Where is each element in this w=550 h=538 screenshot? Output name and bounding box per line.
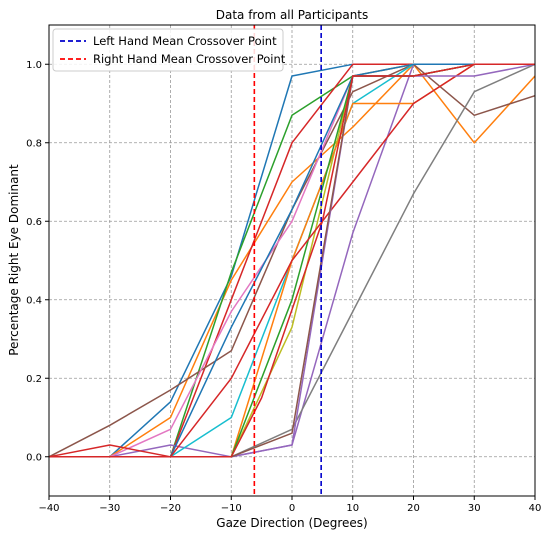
x-tick-label: 20: [407, 503, 420, 514]
series-layer: [48, 63, 536, 458]
x-axis-label: Gaze Direction (Degrees): [216, 516, 367, 530]
y-axis-ticks: 0.0 0.2 0.4 0.6 0.8 1.0: [26, 60, 49, 463]
chart-title: Data from all Participants: [216, 8, 369, 22]
series-line-2: [49, 63, 536, 458]
x-tick-label: 30: [468, 503, 481, 514]
legend-label-left-hand: Left Hand Mean Crossover Point: [93, 34, 277, 48]
legend-label-right-hand: Right Hand Mean Crossover Point: [93, 52, 286, 66]
x-tick-label: −40: [38, 503, 59, 514]
y-tick-label: 0.0: [26, 452, 42, 463]
x-tick-label: 0: [289, 503, 295, 514]
x-tick-label: −10: [221, 503, 242, 514]
x-tick-label: 40: [529, 503, 542, 514]
x-tick-label: 10: [346, 503, 359, 514]
y-axis-label: Percentage Right Eye Dominant: [7, 164, 21, 356]
x-tick-label: −20: [160, 503, 181, 514]
x-tick-label: −30: [99, 503, 120, 514]
vline-layer: [253, 25, 322, 496]
y-tick-label: 0.2: [26, 374, 42, 385]
y-tick-label: 0.8: [26, 138, 42, 149]
legend: Left Hand Mean Crossover Point Right Han…: [52, 28, 286, 72]
y-tick-label: 0.4: [26, 295, 42, 306]
series-line-14: [48, 63, 535, 458]
series-line-17: [49, 63, 535, 458]
y-tick-label: 1.0: [26, 60, 42, 71]
x-axis-ticks: −40 −30 −20 −10 0 10 20 30 40: [38, 496, 541, 514]
legend-box: [52, 28, 284, 72]
y-tick-label: 0.6: [26, 217, 42, 228]
